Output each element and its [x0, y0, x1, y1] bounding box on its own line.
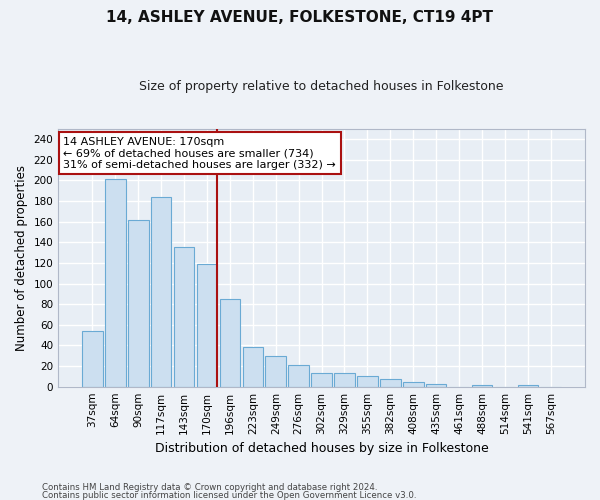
Y-axis label: Number of detached properties: Number of detached properties [15, 165, 28, 351]
Text: 14 ASHLEY AVENUE: 170sqm
← 69% of detached houses are smaller (734)
31% of semi-: 14 ASHLEY AVENUE: 170sqm ← 69% of detach… [64, 136, 336, 170]
Bar [334, 374, 355, 386]
Text: Contains public sector information licensed under the Open Government Licence v3: Contains public sector information licen… [42, 490, 416, 500]
Bar [380, 380, 401, 386]
Bar [128, 220, 149, 386]
Bar [197, 264, 217, 386]
X-axis label: Distribution of detached houses by size in Folkestone: Distribution of detached houses by size … [155, 442, 488, 455]
Bar [151, 197, 172, 386]
Bar [220, 299, 240, 386]
Bar [518, 384, 538, 386]
Bar [403, 382, 424, 386]
Bar [174, 248, 194, 386]
Bar [105, 180, 125, 386]
Title: Size of property relative to detached houses in Folkestone: Size of property relative to detached ho… [139, 80, 504, 93]
Bar [265, 356, 286, 386]
Text: 14, ASHLEY AVENUE, FOLKESTONE, CT19 4PT: 14, ASHLEY AVENUE, FOLKESTONE, CT19 4PT [107, 10, 493, 25]
Bar [311, 374, 332, 386]
Bar [472, 384, 493, 386]
Bar [82, 331, 103, 386]
Bar [357, 376, 378, 386]
Bar [289, 365, 309, 386]
Bar [426, 384, 446, 386]
Text: Contains HM Land Registry data © Crown copyright and database right 2024.: Contains HM Land Registry data © Crown c… [42, 484, 377, 492]
Bar [242, 348, 263, 387]
